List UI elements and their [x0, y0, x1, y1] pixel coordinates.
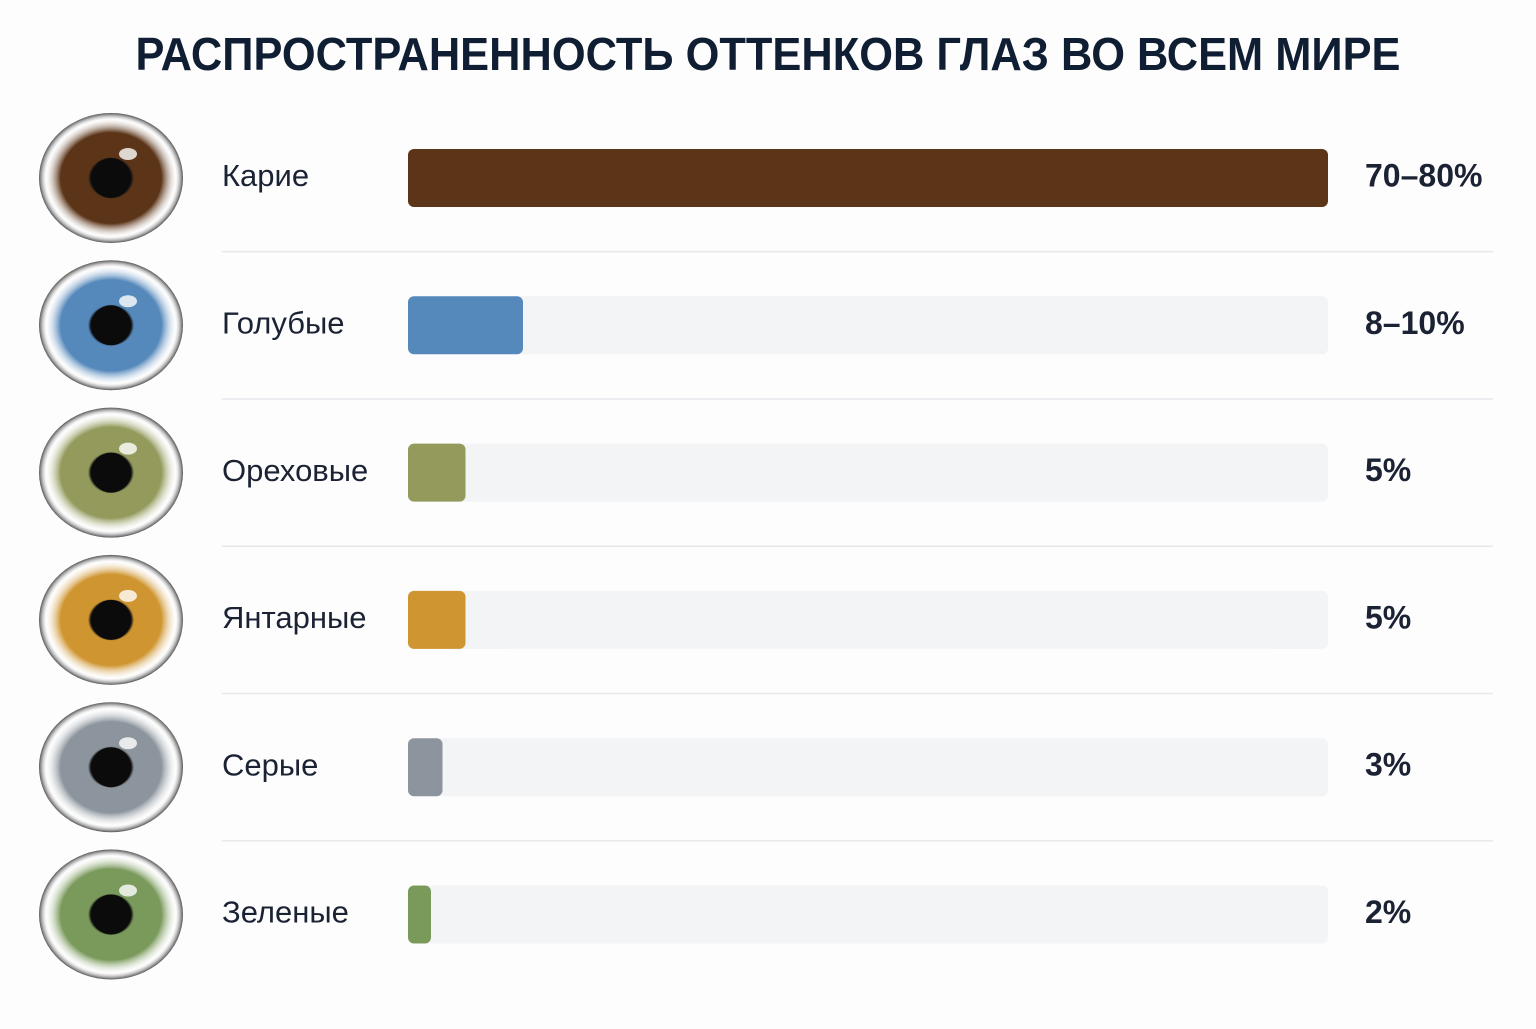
- bar: [408, 149, 1328, 207]
- eye-highlight: [119, 442, 137, 455]
- value-label: 5%: [1365, 452, 1411, 488]
- eye-pupil: [91, 158, 131, 198]
- category-label: Карие: [222, 158, 309, 193]
- bar-track: [408, 590, 1328, 649]
- eye-pupil: [91, 747, 131, 788]
- category-label: Голубые: [222, 305, 345, 340]
- chart-title: РАСПРОСТРАНЕННОСТЬ ОТТЕНКОВ ГЛАЗ ВО ВСЕМ…: [136, 28, 1401, 80]
- category-label: Ореховые: [222, 453, 368, 488]
- eye-highlight: [119, 589, 137, 602]
- bar: [408, 738, 443, 797]
- bar-track: [408, 443, 1328, 502]
- value-label: 8–10%: [1365, 305, 1465, 341]
- eye-pupil: [91, 894, 131, 935]
- bar-track: [408, 885, 1328, 944]
- eye-highlight: [119, 737, 137, 750]
- value-label: 70–80%: [1365, 157, 1482, 193]
- value-label: 3%: [1365, 747, 1411, 783]
- value-label: 2%: [1365, 894, 1411, 930]
- bar: [408, 296, 523, 355]
- eye-highlight: [119, 148, 137, 160]
- bar: [408, 885, 431, 944]
- eye-pupil: [91, 599, 131, 640]
- value-label: 5%: [1365, 599, 1411, 635]
- bar: [408, 443, 466, 502]
- eye-highlight: [119, 884, 137, 897]
- bar: [408, 590, 466, 649]
- eye-pupil: [91, 305, 131, 346]
- bar-track: [408, 296, 1328, 355]
- category-label: Зеленые: [222, 895, 349, 930]
- category-label: Янтарные: [222, 600, 366, 635]
- eye-pupil: [91, 452, 131, 493]
- bar-track: [408, 738, 1328, 797]
- category-label: Серые: [222, 747, 318, 782]
- eye-highlight: [119, 295, 137, 308]
